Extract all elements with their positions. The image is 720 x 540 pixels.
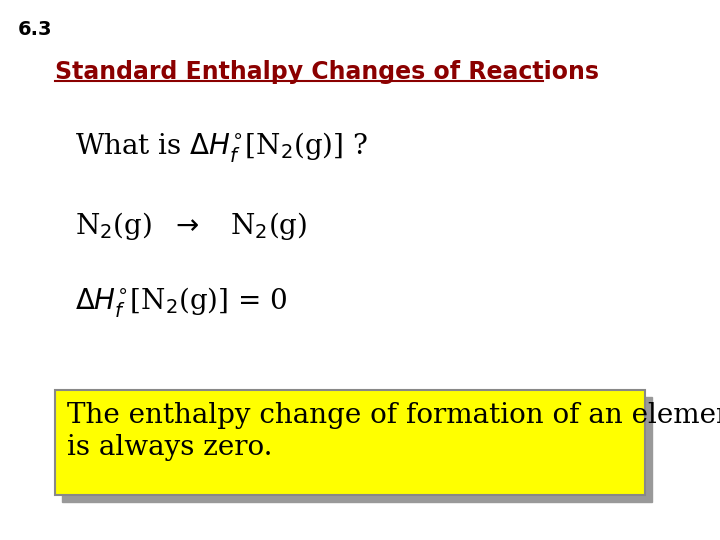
Text: $\Delta H^{\circ}_f$[N$_2$(g)] = 0: $\Delta H^{\circ}_f$[N$_2$(g)] = 0 <box>75 285 287 319</box>
Text: The enthalpy change of formation of an element: The enthalpy change of formation of an e… <box>67 402 720 429</box>
Text: What is $\Delta H^{\circ}_f$[N$_2$(g)] ?: What is $\Delta H^{\circ}_f$[N$_2$(g)] ? <box>75 130 368 164</box>
Text: N$_2$(g)  $\rightarrow$   N$_2$(g): N$_2$(g) $\rightarrow$ N$_2$(g) <box>75 210 307 242</box>
Text: is always zero.: is always zero. <box>67 434 272 461</box>
Bar <box>55 390 645 495</box>
Text: Standard Enthalpy Changes of Reactions: Standard Enthalpy Changes of Reactions <box>55 60 599 84</box>
Text: 6.3: 6.3 <box>18 20 53 39</box>
Bar <box>62 397 652 502</box>
